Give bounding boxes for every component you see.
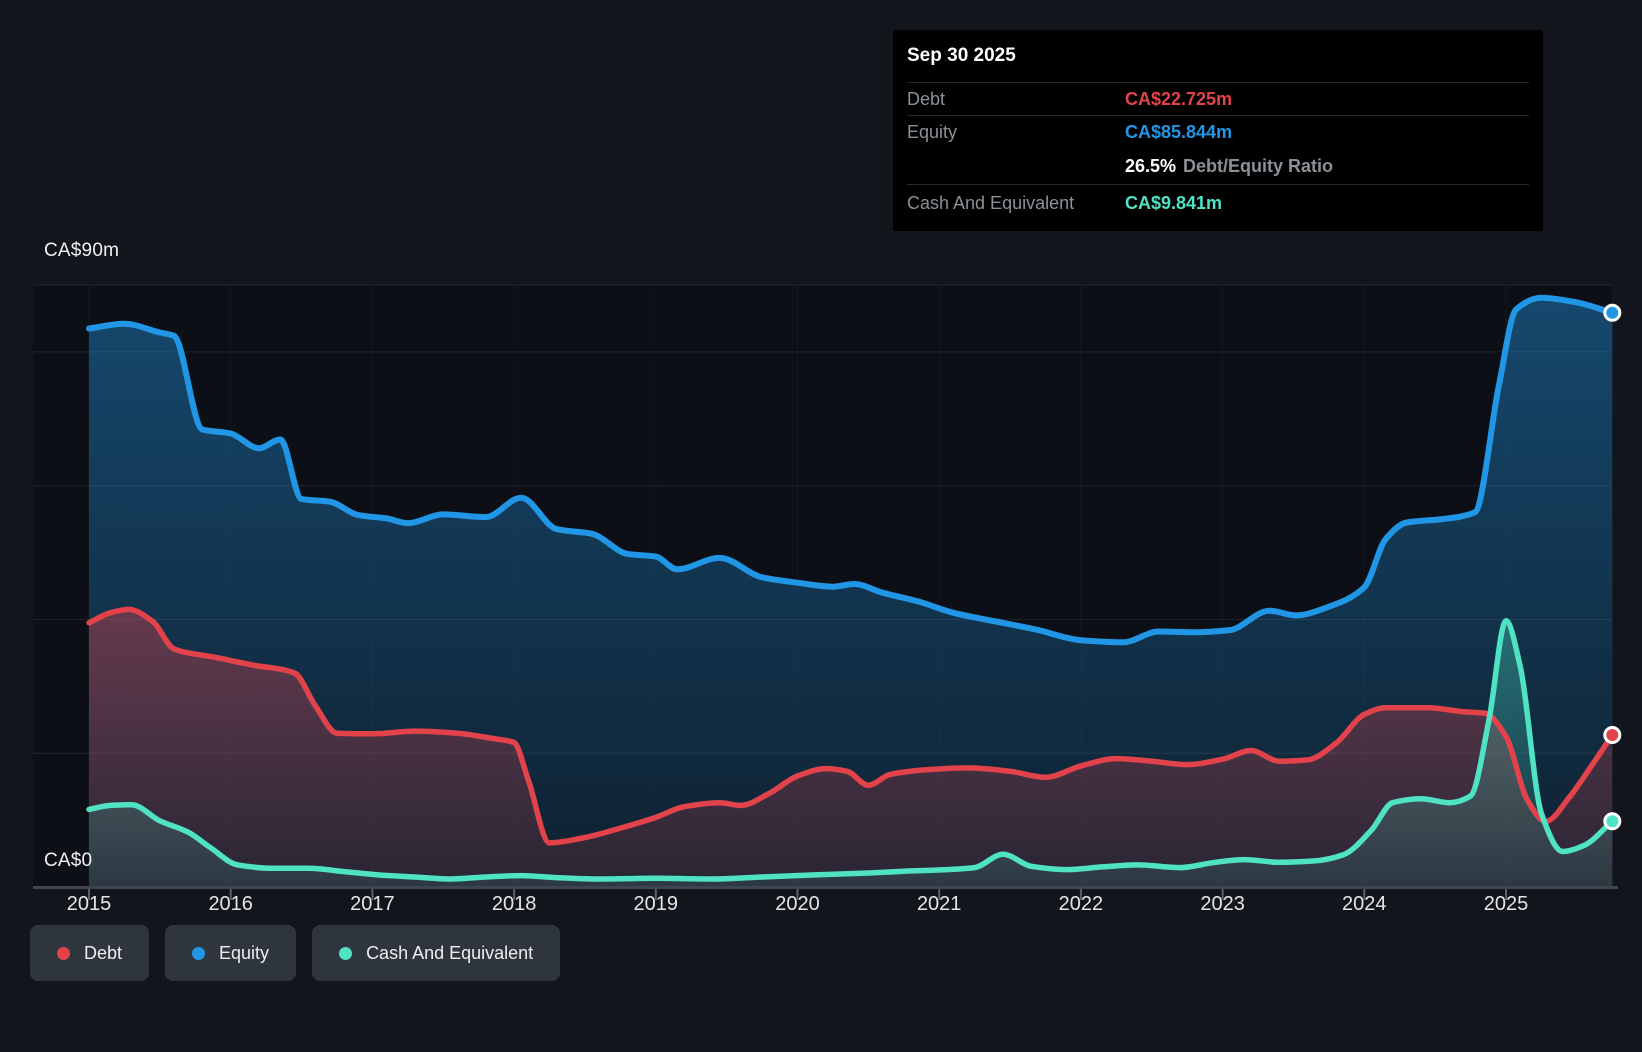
tooltip-debt-value: CA$22.725m — [1125, 88, 1233, 109]
tooltip-date: Sep 30 2025 — [907, 45, 1016, 66]
equity-series-dot-icon — [192, 946, 206, 960]
legend-equity-label: Equity — [219, 942, 270, 963]
x-axis-line — [33, 886, 1618, 889]
x-tick-label-2021: 2021 — [916, 893, 962, 915]
line-cash-and-equivalent — [86, 618, 1616, 882]
x-tick-label-2019: 2019 — [633, 893, 679, 915]
x-tick-label-2023: 2023 — [1200, 893, 1245, 915]
x-tick-label-2025: 2025 — [1483, 893, 1529, 915]
x-tick-label-2018: 2018 — [491, 893, 537, 915]
series-fills — [89, 297, 1613, 887]
y-axis-zero-label: CA$0 — [44, 850, 93, 871]
x-tick-label-2024: 2024 — [1342, 893, 1387, 915]
tooltip-equity-value: CA$85.844m — [1125, 121, 1233, 142]
legend-cash-label: Cash And Equivalent — [366, 942, 534, 963]
tooltip-ratio-label: Debt/Equity Ratio — [1183, 155, 1334, 176]
tooltip-debt-row: Debt CA$22.725m — [907, 82, 1529, 115]
chart-legend: Debt Equity Cash And Equivalent — [30, 925, 561, 981]
end-marker-equity — [1603, 303, 1622, 322]
x-tick-label-2015: 2015 — [66, 893, 112, 915]
tooltip-debt-label: Debt — [907, 88, 946, 109]
series-lines — [86, 294, 1616, 882]
tooltip-ratio-row: 26.5% Debt/Equity Ratio — [907, 148, 1529, 184]
tooltip-equity-row: Equity CA$85.844m — [907, 115, 1529, 148]
tooltip-cash-label: Cash And Equivalent — [907, 193, 1075, 213]
end-marker-debt — [1603, 726, 1622, 744]
line-equity — [86, 294, 1616, 646]
tooltip-equity-label: Equity — [907, 121, 958, 142]
chart-tooltip: Sep 30 2025 Debt CA$22.725m Equity CA$85… — [893, 30, 1543, 231]
x-tick-label-2017: 2017 — [350, 893, 395, 915]
fill-debt — [89, 609, 1613, 887]
tooltip-cash-row: Cash And Equivalent CA$9.841m — [907, 184, 1529, 222]
line-debt — [86, 606, 1616, 846]
tooltip-ratio-value: 26.5% — [1125, 155, 1177, 176]
x-tick-label-2020: 2020 — [775, 893, 820, 915]
legend-item-cash[interactable]: Cash And Equivalent — [312, 925, 561, 981]
fill-cash-and-equivalent — [89, 620, 1613, 887]
legend-item-equity[interactable]: Equity — [165, 925, 297, 981]
x-axis-ticks — [88, 889, 1507, 900]
tooltip-cash-value: CA$9.841m — [1125, 193, 1223, 213]
end-marker-cash-and-equivalent — [1603, 812, 1622, 831]
legend-debt-label: Debt — [84, 942, 123, 963]
y-axis-max-label: CA$90m — [44, 240, 120, 261]
series-end-markers — [1603, 303, 1622, 831]
cash-series-dot-icon — [339, 946, 353, 960]
x-tick-label-2022: 2022 — [1058, 893, 1104, 915]
legend-item-debt[interactable]: Debt — [30, 925, 150, 981]
debt-series-dot-icon — [57, 946, 70, 960]
x-tick-label-2016: 2016 — [208, 893, 253, 915]
